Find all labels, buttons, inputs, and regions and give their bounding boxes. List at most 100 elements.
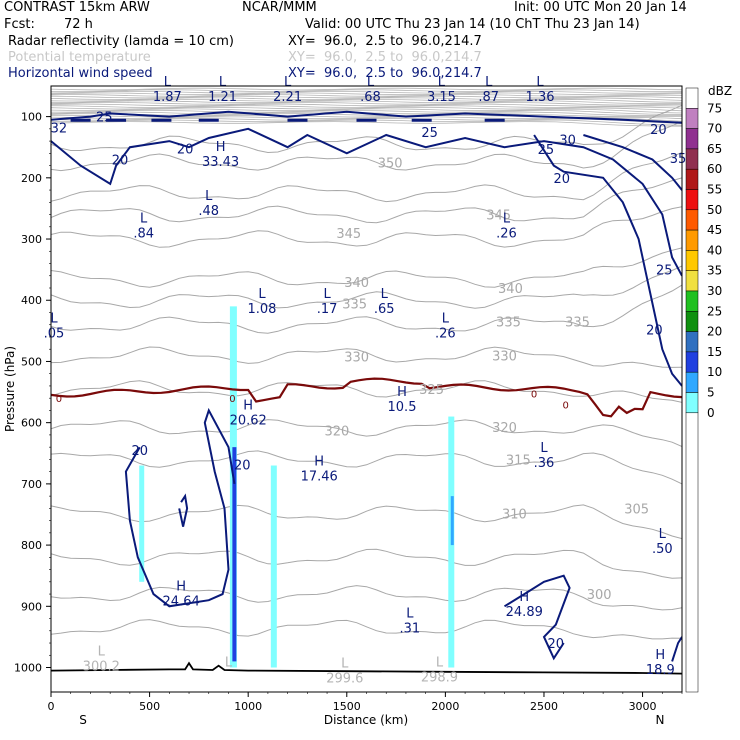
x-tick-label: 2000 xyxy=(431,700,459,713)
low-value: .65 xyxy=(374,302,395,317)
theta-contour-label: 345 xyxy=(336,227,361,242)
colorbar-swatch xyxy=(685,290,699,312)
theta-contour xyxy=(51,346,682,368)
low-marker: L xyxy=(442,311,450,326)
high-value: 33.43 xyxy=(202,155,239,170)
low-marker: L xyxy=(381,287,389,302)
zero-line-label: 0 xyxy=(229,394,235,405)
theta-contour xyxy=(51,120,682,172)
high-value: 10.5 xyxy=(388,400,417,415)
low-value: 1.21 xyxy=(208,90,237,105)
theta-contour-upper xyxy=(51,106,682,112)
theta-contour-upper xyxy=(51,100,682,105)
low-value: .05 xyxy=(44,326,65,341)
theta-contour-label: 335 xyxy=(342,297,367,312)
theta-contour xyxy=(51,151,682,203)
low-marker: L xyxy=(164,75,172,90)
colorbar-level-label: 50 xyxy=(707,203,722,217)
theta-contour xyxy=(51,585,682,611)
wind-contour-label: 32 xyxy=(51,122,68,137)
theta-contour-upper xyxy=(51,87,682,91)
wind-contour-label: 20 xyxy=(234,458,251,473)
low-value: .36 xyxy=(534,456,555,471)
x-axis-left-end: S xyxy=(79,713,87,727)
colorbar-swatch xyxy=(685,412,699,693)
wind-contour-label: 30 xyxy=(559,133,576,148)
theta-contour-label: 315 xyxy=(506,453,531,468)
theta-contour-upper xyxy=(51,98,682,103)
high-marker: H xyxy=(655,648,665,663)
low-value: .17 xyxy=(317,302,338,317)
field-3-name: Horizontal wind speed xyxy=(8,66,153,81)
theta-contour-upper xyxy=(51,94,682,97)
y-tick-label: 900 xyxy=(21,600,42,613)
low-value: 3.15 xyxy=(427,90,456,105)
high-marker: H xyxy=(314,455,324,470)
low-value: .68 xyxy=(360,90,381,105)
reflectivity-column xyxy=(270,465,277,668)
header-valid: Valid: 00 UTC Thu 23 Jan 14 (10 ChT Thu … xyxy=(305,17,640,32)
wind-contour-label: 20 xyxy=(548,637,565,652)
x-tick-label: 2500 xyxy=(530,700,558,713)
header-fcst-value: 72 h xyxy=(64,17,93,32)
high-marker: H xyxy=(397,385,407,400)
theta-contour-upper xyxy=(51,113,682,117)
colorbar-level-label: 65 xyxy=(707,142,722,156)
theta-contour-label: 340 xyxy=(344,276,369,291)
low-marker: L xyxy=(219,75,227,90)
y-tick-label: 300 xyxy=(21,233,42,246)
low-marker: L xyxy=(50,311,58,326)
colorbar-level-label: 10 xyxy=(707,365,722,379)
wind-contour-label: 25 xyxy=(538,143,555,158)
y-tick-label: 600 xyxy=(21,417,42,430)
colorbar-level-label: 40 xyxy=(707,243,722,257)
low-value: 1.87 xyxy=(153,90,182,105)
low-marker: L xyxy=(140,212,148,227)
theta-contour xyxy=(51,104,682,154)
colorbar-level-label: 20 xyxy=(707,325,722,339)
low-marker: L xyxy=(258,287,266,302)
low-value: .26 xyxy=(496,227,517,242)
y-tick-label: 500 xyxy=(21,355,42,368)
wind-contour-label: 20 xyxy=(553,172,570,187)
y-tick-label: 1000 xyxy=(14,662,42,675)
low-value: 299.6 xyxy=(326,672,363,687)
wind-contour-label: 25 xyxy=(421,126,438,141)
surface-line xyxy=(51,661,682,675)
wind-contour-label: 25 xyxy=(96,111,113,126)
theta-contour-label: 330 xyxy=(344,351,369,366)
theta-contour-label: 350 xyxy=(378,157,403,172)
high-value: 18.9 xyxy=(646,663,675,678)
y-tick-label: 800 xyxy=(21,539,42,552)
theta-contour-upper xyxy=(51,97,682,101)
low-value: .48 xyxy=(198,204,219,219)
low-value: 2.21 xyxy=(273,90,302,105)
x-axis-label: Distance (km) xyxy=(324,713,408,727)
theta-contour-upper xyxy=(51,110,682,115)
theta-contour-label: 320 xyxy=(492,421,517,436)
low-marker: L xyxy=(540,441,548,456)
theta-contour-label: 310 xyxy=(502,507,527,522)
colorbar-level-label: 15 xyxy=(707,345,722,359)
colorbar-swatch xyxy=(685,128,699,150)
reflectivity-column xyxy=(450,496,454,546)
colorbar-level-label: 75 xyxy=(707,101,722,115)
colorbar-level-label: 25 xyxy=(707,304,722,318)
colorbar-swatch xyxy=(685,250,699,271)
theta-contour xyxy=(51,504,682,540)
high-marker: H xyxy=(216,140,226,155)
colorbar-swatch xyxy=(685,189,699,211)
field-1-xy: XY= 96.0, 2.5 to 96.0,214.7 xyxy=(288,34,482,49)
low-value: .26 xyxy=(435,326,456,341)
low-marker: L xyxy=(436,655,444,670)
low-value: .50 xyxy=(652,542,673,557)
low-value: 300.2 xyxy=(83,659,120,674)
wind-contour xyxy=(533,134,682,387)
colorbar-swatch xyxy=(685,371,699,393)
low-marker: L xyxy=(341,657,349,672)
x-tick-label: 0 xyxy=(48,700,55,713)
y-tick-label: 700 xyxy=(21,478,42,491)
theta-contour-upper xyxy=(51,103,682,107)
colorbar-swatch xyxy=(685,392,699,414)
